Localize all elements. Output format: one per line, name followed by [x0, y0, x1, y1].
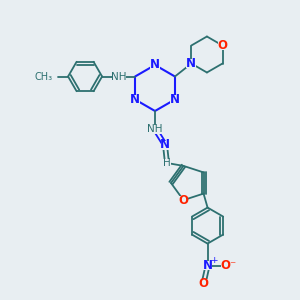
Bar	[170, 95, 180, 104]
Text: N: N	[186, 57, 196, 70]
Bar	[112, 72, 126, 81]
Text: N: N	[160, 139, 170, 152]
Text: O: O	[178, 194, 188, 207]
Text: O: O	[218, 39, 227, 52]
Text: NH: NH	[111, 71, 127, 82]
Text: N: N	[170, 93, 180, 106]
Bar	[218, 41, 227, 50]
Bar	[199, 279, 208, 288]
Text: N: N	[150, 58, 160, 71]
Text: N: N	[202, 259, 213, 272]
Bar	[178, 196, 188, 205]
Text: O: O	[199, 277, 208, 290]
Bar	[203, 261, 212, 270]
Bar	[221, 261, 230, 270]
Bar	[147, 124, 163, 134]
Text: H: H	[163, 158, 171, 168]
Text: O: O	[220, 259, 231, 272]
Text: N: N	[130, 93, 140, 106]
Text: +: +	[210, 256, 217, 265]
Bar	[163, 158, 171, 167]
Text: CH₃: CH₃	[35, 71, 53, 82]
Text: ⁻: ⁻	[230, 259, 236, 272]
Bar	[160, 140, 169, 149]
Bar	[150, 61, 160, 70]
Text: NH: NH	[147, 124, 163, 134]
Bar	[186, 59, 196, 68]
Bar	[130, 95, 140, 104]
